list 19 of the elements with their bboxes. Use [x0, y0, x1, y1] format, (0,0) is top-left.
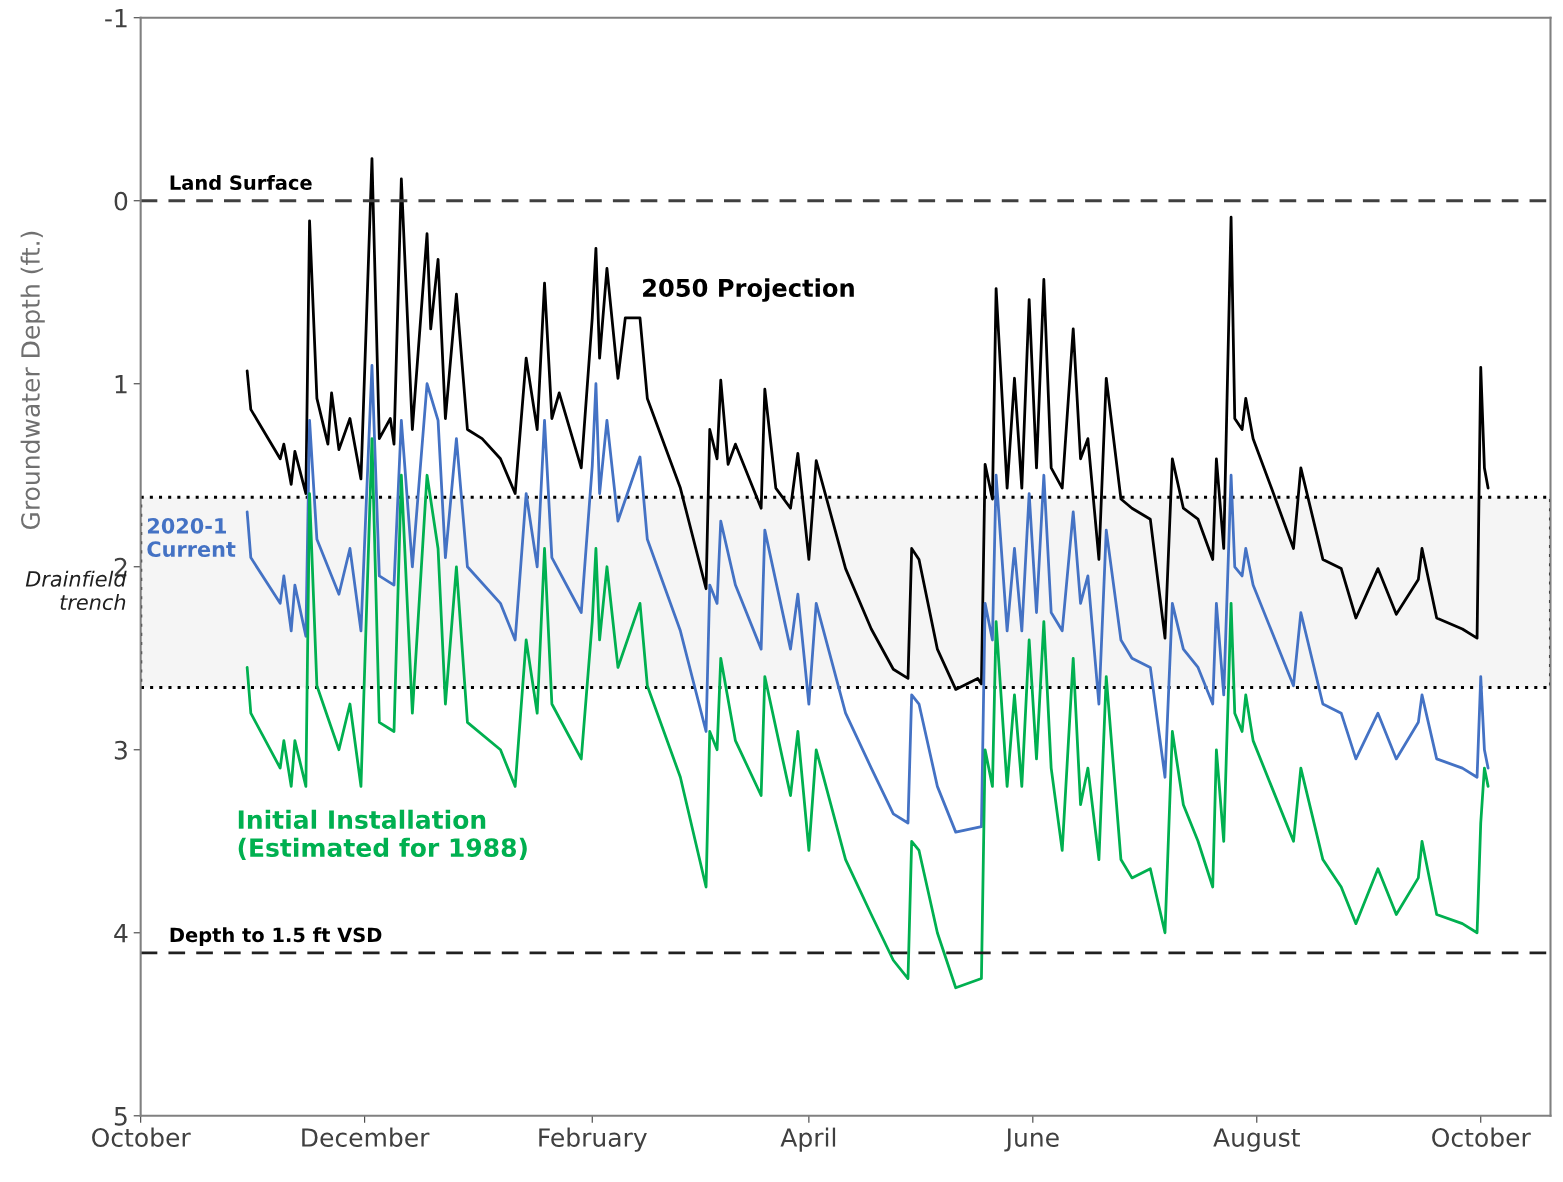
series-label: Initial Installation (Estimated for 1988) — [238, 809, 527, 860]
y-tick-label: 5 — [114, 1107, 127, 1126]
x-tick-label: October — [92, 1127, 191, 1147]
x-tick-label: April — [780, 1127, 836, 1152]
series-label: 2020-1 Current — [147, 517, 236, 558]
x-tick-label: August — [1213, 1128, 1300, 1152]
y-tick-label: 4 — [114, 924, 128, 943]
x-tick-label: June — [1004, 1128, 1059, 1152]
y-tick-label: -1 — [105, 9, 127, 28]
y-tick-label: 0 — [114, 191, 128, 211]
y-axis-title: Groundwater Depth (ft.) — [20, 231, 45, 530]
y-tick-label: 3 — [114, 740, 127, 760]
y-tick-label: 1 — [115, 375, 127, 394]
x-tick-label: December — [302, 1127, 430, 1147]
x-tick-label: February — [539, 1127, 647, 1152]
ref-line-label: Land Surface — [170, 174, 312, 191]
ref-line-label: Depth to 1.5 ft VSD — [170, 927, 382, 946]
series-label: 2050 Projection — [643, 278, 854, 302]
x-tick-label: October — [1432, 1127, 1531, 1147]
